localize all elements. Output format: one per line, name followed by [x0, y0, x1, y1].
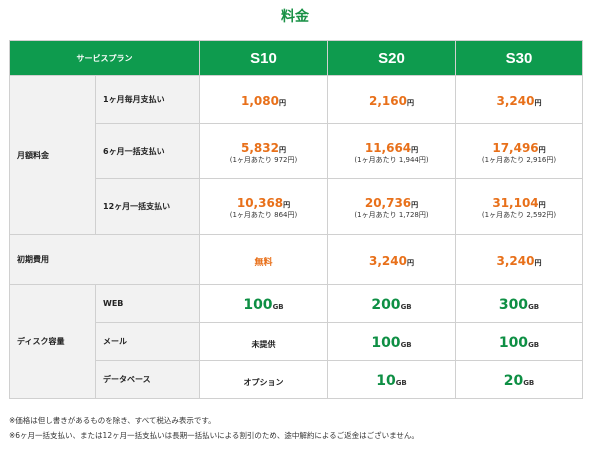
yen-unit: 円 [411, 145, 419, 154]
yen-unit: 円 [534, 259, 542, 267]
price-cell: 10,368円 (1ヶ月あたり 864円) [199, 178, 328, 235]
row-label: 1ヶ月毎月支払い [95, 75, 200, 124]
price-value: 3,240 [369, 254, 407, 268]
page-title: 料金 [281, 9, 309, 25]
yen-unit: 円 [283, 201, 291, 210]
capacity-value: 100 [243, 297, 273, 313]
capacity-cell: 未提供 [199, 322, 328, 361]
price-value: 3,240 [496, 94, 535, 108]
gb-unit: GB [400, 341, 412, 349]
table-row: 初期費用 無料 3,240円 3,240円 [9, 234, 583, 285]
table-row: データベース オプション 10GB 20GB [10, 360, 583, 399]
row-label: 6ヶ月一括支払い [95, 123, 200, 179]
capacity-value: 20 [503, 373, 524, 389]
plan-header: サービスプラン [9, 40, 200, 76]
price-cell: 31,104円 (1ヶ月あたり 2,592円) [455, 178, 583, 235]
per-month-note: (1ヶ月あたり 972円) [229, 155, 298, 164]
capacity-value: 100 [371, 335, 401, 351]
price-cell: 3,240円 [327, 234, 456, 285]
gb-unit: GB [272, 303, 284, 311]
price-value: 3,240 [496, 254, 535, 268]
price-value: 1,080 [241, 94, 279, 108]
footnote: ※価格は但し書きがあるものを除き、すべて税込み表示です。 [9, 416, 216, 425]
price-value: 10,368 [236, 196, 284, 211]
column-header-s20: S20 [327, 40, 456, 76]
price-value: 20,736 [364, 196, 412, 211]
row-label: データベース [95, 360, 200, 399]
header-row: サービスプラン S10 S20 S30 [9, 40, 583, 76]
price-value: 31,104 [492, 196, 539, 211]
footnote: ※6ヶ月一括支払い、または12ヶ月一括支払いは長期一括払いによる割引のため、途中… [9, 431, 419, 440]
capacity-cell: 300GB [455, 284, 583, 323]
capacity-cell: 20GB [455, 360, 583, 399]
capacity-value: 10 [376, 373, 396, 389]
gb-unit: GB [523, 379, 535, 387]
per-month-note: (1ヶ月あたり 2,592円) [481, 211, 557, 220]
yen-unit: 円 [406, 259, 414, 267]
per-month-note: (1ヶ月あたり 1,944円) [354, 155, 429, 164]
column-header-s30: S30 [455, 40, 583, 76]
free-label: 無料 [254, 258, 273, 268]
row-label: メール [95, 322, 200, 361]
yen-unit: 円 [411, 201, 419, 210]
table-row: 月額料金 1ヶ月毎月支払い 1,080円 2,160円 3,240円 [9, 75, 583, 235]
price-cell: 17,496円 (1ヶ月あたり 2,916円) [455, 123, 583, 179]
price-cell: 2,160円 [327, 75, 456, 124]
capacity-value: 100 [498, 335, 529, 351]
capacity-value: 300 [498, 297, 529, 313]
yen-unit: 円 [538, 201, 546, 210]
yen-unit: 円 [406, 99, 414, 107]
per-month-note: (1ヶ月あたり 864円) [229, 211, 298, 220]
price-cell: 3,240円 [455, 234, 583, 285]
option-label: オプション [243, 378, 284, 387]
yen-unit: 円 [278, 99, 286, 107]
category-disk: ディスク容量 [9, 284, 96, 399]
table-row: 6ヶ月一括支払い 5,832円 (1ヶ月あたり 972円) 11,664円 (1ヶ月… [10, 123, 583, 179]
per-month-note: (1ヶ月あたり 1,728円) [354, 211, 429, 220]
not-provided-label: 未提供 [251, 340, 276, 349]
yen-unit: 円 [278, 145, 286, 154]
pricing-table: サービスプラン S10 S20 S30 月額料金 1ヶ月毎月支払い 1,080円… [9, 40, 583, 399]
capacity-cell: オプション [199, 360, 328, 399]
gb-unit: GB [395, 379, 407, 387]
table-row: 12ヶ月一括支払い 10,368円 (1ヶ月あたり 864円) 20,736円 (1… [10, 178, 583, 235]
per-month-note: (1ヶ月あたり 2,916円) [481, 155, 557, 164]
row-label: 12ヶ月一括支払い [95, 178, 200, 235]
price-cell: 11,664円 (1ヶ月あたり 1,944円) [327, 123, 456, 179]
footnotes: ※価格は但し書きがあるものを除き、すべて税込み表示です。 ※6ヶ月一括支払い、ま… [9, 413, 419, 443]
yen-unit: 円 [538, 145, 546, 154]
gb-unit: GB [528, 303, 540, 311]
yen-unit: 円 [534, 99, 542, 107]
price-value: 11,664 [364, 140, 412, 155]
capacity-cell: 100GB [199, 284, 328, 323]
column-header-s10: S10 [199, 40, 328, 76]
capacity-cell: 10GB [327, 360, 456, 399]
table-row: メール 未提供 100GB 100GB [10, 322, 583, 361]
capacity-value: 200 [371, 297, 401, 313]
initial-cell: 無料 [199, 234, 328, 285]
capacity-cell: 200GB [327, 284, 456, 323]
gb-unit: GB [528, 341, 540, 349]
gb-unit: GB [400, 303, 412, 311]
category-monthly: 月額料金 [9, 75, 96, 235]
row-label: WEB [95, 284, 200, 323]
capacity-cell: 100GB [455, 322, 583, 361]
price-cell: 20,736円 (1ヶ月あたり 1,728円) [327, 178, 456, 235]
capacity-cell: 100GB [327, 322, 456, 361]
price-value: 2,160 [369, 94, 407, 108]
price-cell: 1,080円 [199, 75, 328, 124]
price-cell: 3,240円 [455, 75, 583, 124]
price-value: 17,496 [492, 140, 539, 155]
table-row: ディスク容量 WEB 100GB 200GB 300GB [9, 284, 583, 399]
category-initial: 初期費用 [9, 234, 200, 285]
price-cell: 5,832円 (1ヶ月あたり 972円) [199, 123, 328, 179]
price-value: 5,832 [241, 140, 279, 155]
